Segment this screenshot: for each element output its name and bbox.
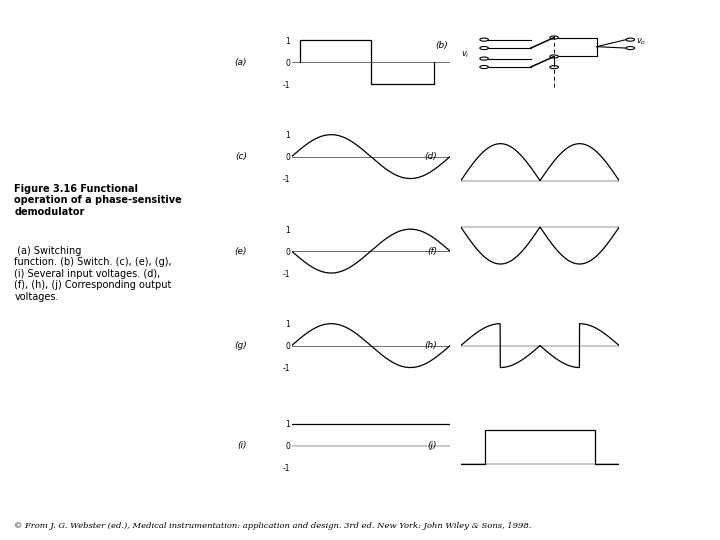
Text: (a) Switching
function. (b) Switch. (c), (e), (g),
(i) Several input voltages. (: (a) Switching function. (b) Switch. (c),… — [14, 246, 172, 302]
Text: (g): (g) — [235, 341, 247, 350]
Text: (j): (j) — [428, 441, 437, 450]
Text: (d): (d) — [424, 152, 437, 161]
Text: (c): (c) — [235, 152, 247, 161]
Text: (a): (a) — [235, 58, 247, 66]
Text: © From J. G. Webster (ed.), Medical instrumentation: application and design. 3rd: © From J. G. Webster (ed.), Medical inst… — [14, 522, 532, 530]
Text: (b): (b) — [436, 41, 449, 50]
Text: (f): (f) — [427, 247, 437, 255]
Text: $v_o$: $v_o$ — [636, 37, 646, 48]
Text: (i): (i) — [238, 441, 247, 450]
Text: (e): (e) — [235, 247, 247, 255]
Text: $v_i$: $v_i$ — [461, 49, 469, 59]
Text: (h): (h) — [424, 341, 437, 350]
Text: Figure 3.16 Functional
operation of a phase-sensitive
demodulator: Figure 3.16 Functional operation of a ph… — [14, 184, 182, 217]
